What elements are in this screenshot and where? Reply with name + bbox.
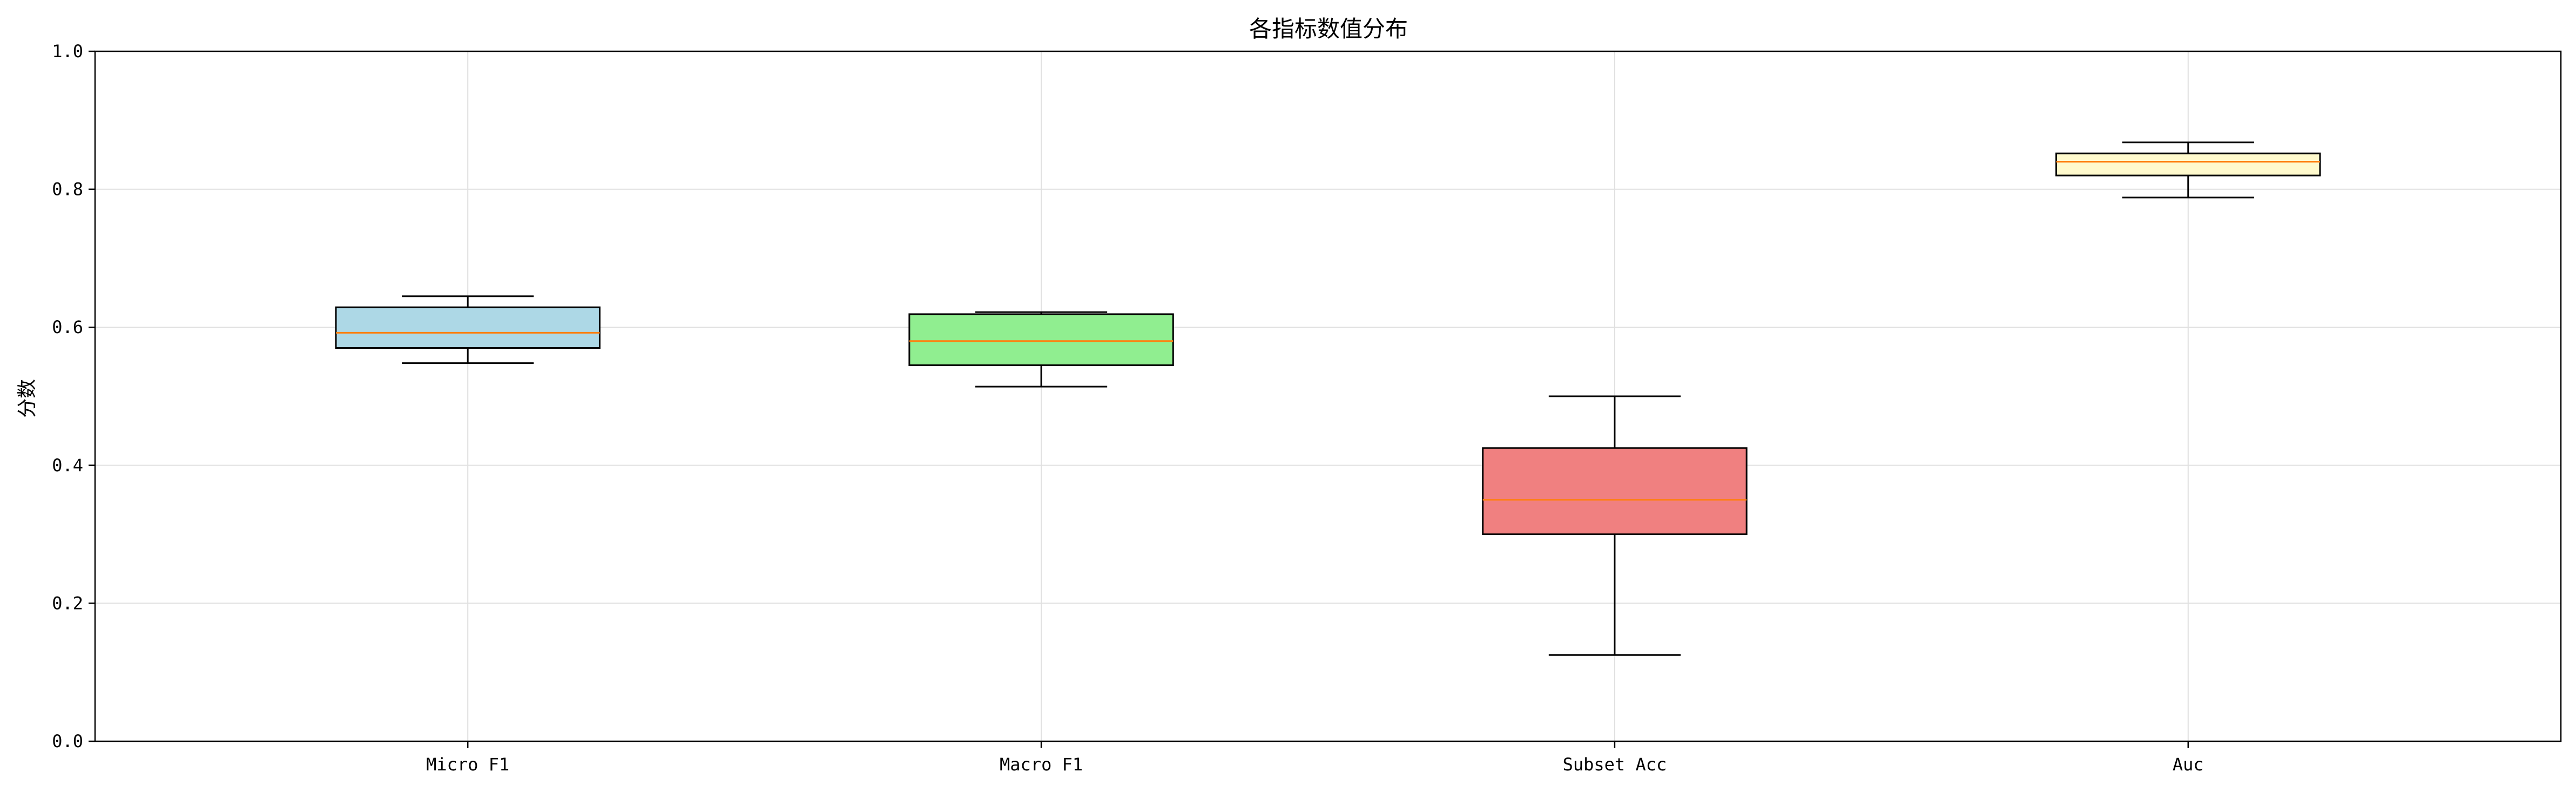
x-tick-label: Micro F1 <box>426 754 509 775</box>
x-tick-label: Auc <box>2173 754 2204 775</box>
iqr-box <box>335 306 601 349</box>
box-micro-f1 <box>335 295 601 364</box>
iqr-box <box>2055 152 2321 177</box>
box-auc <box>2055 141 2321 199</box>
y-tick-label: 0.6 <box>52 317 83 337</box>
y-tick-label: 0.0 <box>52 731 83 752</box>
ticks: 0.0 0.2 0.4 0.6 0.8 1.0 Micro F1 Macro F1 Subset… <box>52 41 2203 775</box>
y-axis-label: 分数 <box>16 379 38 418</box>
y-tick-label: 0.2 <box>52 593 83 613</box>
x-tick-label: Subset Acc <box>1563 754 1667 775</box>
y-tick-label: 0.4 <box>52 455 83 476</box>
y-tick-label: 0.8 <box>52 179 83 200</box>
iqr-box <box>908 313 1174 366</box>
chart-title: 各指标数值分布 <box>1249 16 1408 42</box>
boxes <box>335 141 2321 656</box>
x-tick-label: Macro F1 <box>1000 754 1083 775</box>
plot-area-frame <box>94 50 2562 742</box>
box-macro-f1 <box>908 311 1174 388</box>
box-subset-acc <box>1482 395 1748 656</box>
y-tick-label: 1.0 <box>52 41 83 62</box>
iqr-box <box>1482 447 1748 536</box>
